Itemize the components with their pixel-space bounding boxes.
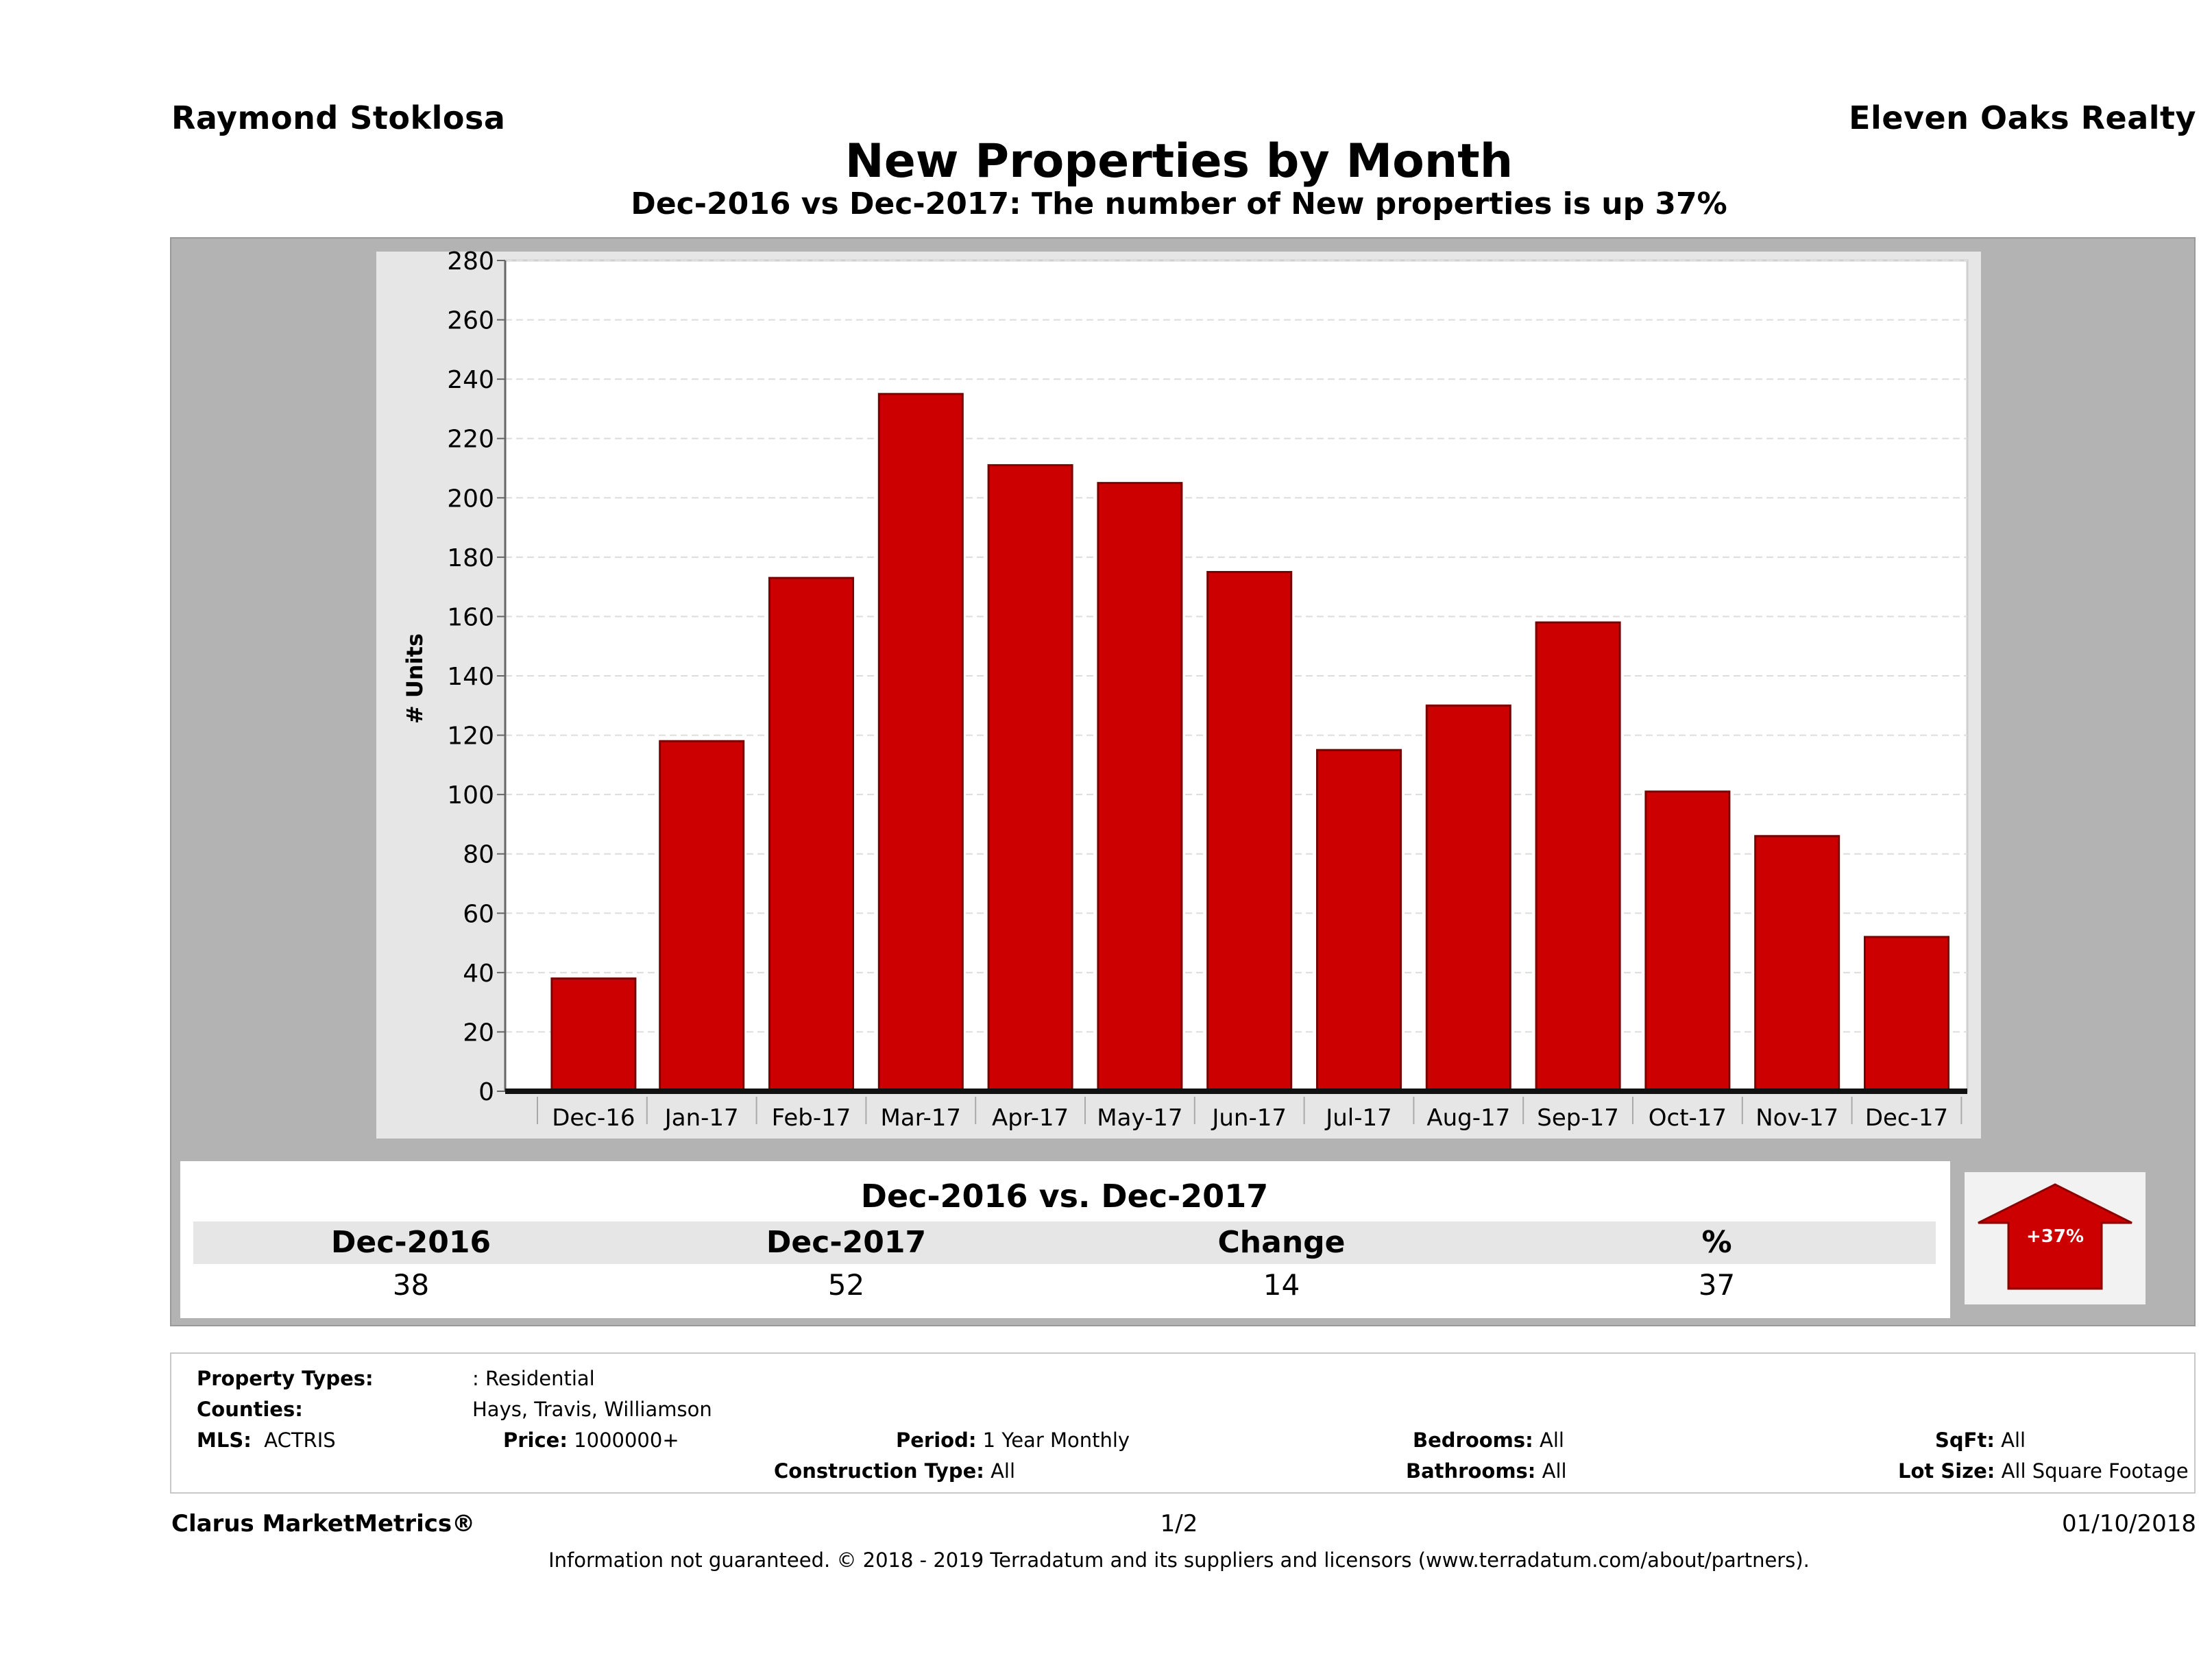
value-change: 14 [1263, 1268, 1300, 1302]
x-tick-label: Mar-17 [881, 1104, 962, 1132]
x-tick-label: Nov-17 [1755, 1104, 1838, 1132]
value-dec-2016: 38 [392, 1268, 430, 1302]
bar-apr-17 [987, 464, 1073, 1093]
y-tick-label: 280 [447, 247, 494, 276]
filter-value: All Square Footage [2001, 1459, 2189, 1483]
bar-aug-17 [1425, 704, 1511, 1093]
bar-jul-17 [1316, 749, 1402, 1093]
bar-jan-17 [659, 740, 745, 1093]
filter-label: SqFt: [1935, 1428, 1995, 1452]
x-tick-label: Sep-17 [1537, 1104, 1619, 1132]
bar-oct-17 [1644, 790, 1731, 1093]
disclaimer: Information not guaranteed. © 2018 - 201… [548, 1548, 1810, 1572]
comparison-labels-row: Dec-2016 Dec-2017 Change % [193, 1221, 1936, 1264]
page-title: New Properties by Month [844, 134, 1514, 189]
filter-label: Property Types: [197, 1367, 374, 1390]
x-tick-label: Jan-17 [664, 1104, 739, 1132]
y-tick-label: 180 [447, 544, 494, 572]
filter-property-types: Property Types: [197, 1367, 374, 1390]
label-percent: % [1701, 1225, 1732, 1260]
y-tick-label: 100 [447, 781, 494, 810]
x-tick-label: Apr-17 [992, 1104, 1069, 1132]
x-tick-label: Jul-17 [1324, 1104, 1392, 1132]
filter-lot-size: Lot Size: All Square Footage [1898, 1459, 2189, 1483]
x-tick-label: May-17 [1097, 1104, 1182, 1132]
label-dec-2016: Dec-2016 [330, 1225, 491, 1260]
label-change: Change [1217, 1225, 1346, 1260]
filter-value: 1000000+ [574, 1428, 679, 1452]
up-arrow-icon: +37% [1978, 1183, 2132, 1290]
filter-value: ACTRIS [264, 1428, 336, 1452]
filter-value: All [1542, 1459, 1567, 1483]
bar-nov-17 [1754, 835, 1840, 1093]
page-number: 1/2 [1160, 1510, 1198, 1537]
filter-label: MLS: [197, 1428, 252, 1452]
bar-mar-17 [877, 393, 964, 1093]
label-dec-2017: Dec-2017 [766, 1225, 927, 1260]
comparison-values-row: 38 52 14 37 [193, 1265, 1936, 1305]
bar-dec-16 [550, 977, 637, 1093]
page-subtitle: Dec-2016 vs Dec-2017: The number of New … [631, 186, 1727, 221]
filter-label: Counties: [197, 1398, 303, 1421]
filter-label: Bathrooms: [1406, 1459, 1536, 1483]
filter-value: All [1539, 1428, 1564, 1452]
comparison-heading: Dec-2016 vs. Dec-2017 [193, 1172, 1936, 1220]
y-tick-label: 120 [447, 722, 494, 751]
filter-bedrooms: Bedrooms: All [1413, 1428, 1564, 1452]
change-indicator: +37% [1965, 1172, 2146, 1304]
y-tick-label: 40 [463, 960, 494, 988]
footer-brand: Clarus MarketMetrics® [171, 1510, 476, 1537]
y-tick-label: 260 [447, 307, 494, 335]
x-tick-label: Jun-17 [1211, 1104, 1287, 1132]
x-tick-label: Feb-17 [772, 1104, 851, 1132]
report-date: 01/10/2018 [2062, 1510, 2196, 1537]
bar-feb-17 [768, 576, 854, 1093]
y-tick-label: 20 [463, 1019, 494, 1047]
x-tick-label: Dec-17 [1865, 1104, 1948, 1132]
value-percent: 37 [1698, 1268, 1736, 1302]
filter-label: Period: [896, 1428, 977, 1452]
bar-dec-17 [1864, 936, 1949, 1093]
filter-counties: Counties: [197, 1398, 303, 1421]
y-axis-label: # Units [402, 633, 428, 724]
y-tick-label: 220 [447, 426, 494, 454]
filter-label: Price: [503, 1428, 568, 1452]
filter-price: Price: 1000000+ [503, 1428, 679, 1452]
bar-may-17 [1097, 482, 1183, 1093]
y-tick-label: 160 [447, 603, 494, 631]
filter-label: Lot Size: [1898, 1459, 1995, 1483]
filter-bathrooms: Bathrooms: All [1406, 1459, 1567, 1483]
agent-name: Raymond Stoklosa [171, 99, 506, 136]
y-tick-label: 140 [447, 663, 494, 691]
x-tick-label: Oct-17 [1649, 1104, 1727, 1132]
filter-label: Bedrooms: [1413, 1428, 1533, 1452]
filter-mls: MLS: ACTRIS [197, 1428, 336, 1452]
y-tick-label: 80 [463, 841, 494, 869]
change-badge-text: +37% [2026, 1226, 2084, 1247]
x-tick-label: Dec-16 [552, 1104, 635, 1132]
y-tick-label: 0 [478, 1078, 494, 1106]
value-dec-2017: 52 [827, 1268, 865, 1302]
filter-label: Construction Type: [774, 1459, 984, 1483]
y-tick-label: 200 [447, 485, 494, 513]
y-tick-label: 240 [447, 366, 494, 394]
filter-property-types-value: : Residential [472, 1367, 595, 1390]
filters-box [170, 1352, 2196, 1494]
bar-sep-17 [1535, 621, 1621, 1093]
filter-value: All [990, 1459, 1016, 1483]
bar-jun-17 [1206, 571, 1293, 1093]
x-tick-label: Aug-17 [1426, 1104, 1510, 1132]
company-name: Eleven Oaks Realty [1849, 99, 2196, 136]
filter-value: 1 Year Monthly [982, 1428, 1130, 1452]
filter-counties-value: Hays, Travis, Williamson [472, 1398, 712, 1421]
filter-construction: Construction Type: All [774, 1459, 1015, 1483]
y-tick-label: 60 [463, 900, 494, 928]
filter-period: Period: 1 Year Monthly [896, 1428, 1130, 1452]
filter-value: All [2001, 1428, 2026, 1452]
filter-sqft: SqFt: All [1935, 1428, 2026, 1452]
